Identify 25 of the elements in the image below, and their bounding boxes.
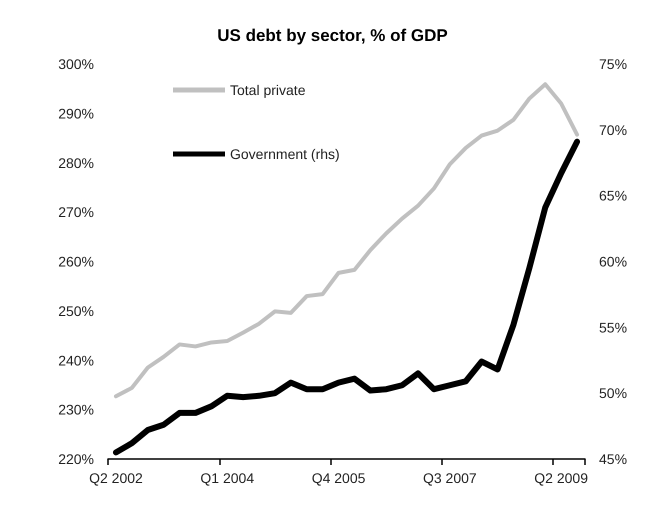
y-tick-label: 240% xyxy=(58,352,94,368)
legend-label: Government (rhs) xyxy=(230,146,340,162)
y-tick-label: 260% xyxy=(58,254,94,270)
y-tick-label: 300% xyxy=(58,56,94,72)
y2-tick-label: 70% xyxy=(599,122,628,138)
y-tick-label: 270% xyxy=(58,204,94,220)
line-series xyxy=(114,82,580,398)
y2-tick-label: 65% xyxy=(599,188,628,204)
x-tick-label: Q2 2002 xyxy=(89,470,144,486)
y2-tick-label: 75% xyxy=(599,56,628,72)
chart-title: US debt by sector, % of GDP xyxy=(217,26,448,45)
y2-tick-label: 55% xyxy=(599,319,628,336)
x-tick-label: Q3 2007 xyxy=(422,470,477,486)
y2-tick-label: 60% xyxy=(599,254,628,270)
y-tick-label: 280% xyxy=(58,154,94,171)
y-tick-label: 290% xyxy=(58,105,94,122)
x-tick-label: Q4 2005 xyxy=(312,470,366,486)
x-tick-label: Q2 2009 xyxy=(534,470,588,486)
x-tick-label: Q1 2004 xyxy=(200,470,254,486)
y-tick-label: 230% xyxy=(58,402,94,418)
y2-tick-label: 50% xyxy=(599,385,628,402)
y2-tick-label: 45% xyxy=(599,451,628,467)
y-tick-label: 250% xyxy=(58,302,94,319)
y-tick-label: 220% xyxy=(58,451,94,467)
legend-label: Total private xyxy=(230,82,306,98)
